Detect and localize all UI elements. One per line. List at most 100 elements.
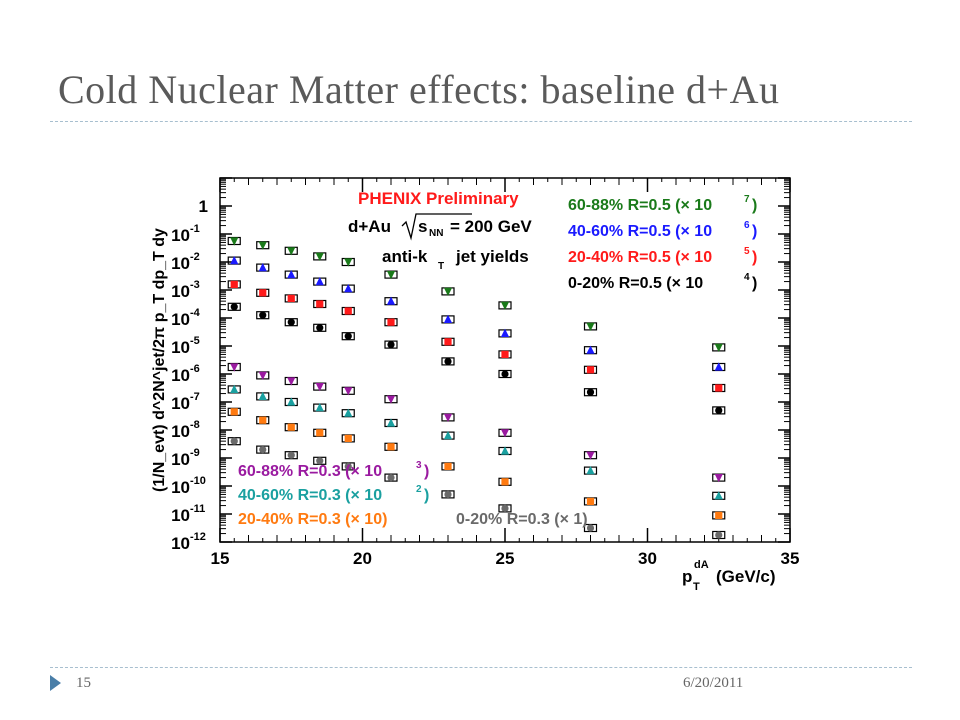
marker-square [344,434,352,442]
slide-title: Cold Nuclear Matter effects: baseline d+… [58,67,780,112]
data-point [384,270,398,280]
marker-triangle-down [230,363,239,372]
data-point [384,395,398,404]
marker-triangle-up [386,418,396,427]
marker-square [586,366,595,374]
marker-circle [715,531,723,539]
legend-close: ) [424,463,429,480]
y-tick-label: 10 -7 [171,391,200,413]
x-label-unit: (GeV/c) [716,567,776,586]
marker-triangle-down [386,271,396,280]
marker-triangle-up [230,384,239,393]
data-point [498,477,512,486]
marker-square [501,478,509,486]
marker-triangle-down [287,247,296,256]
data-point [256,391,270,401]
data-point [341,386,355,396]
y-tick-base: 10 [171,534,190,553]
marker-triangle-up [586,466,595,475]
marker-triangle-down [586,322,595,331]
marker-triangle-down [230,237,239,246]
legend-entry: 20-40% R=0.3 (× 10) [238,511,387,528]
marker-triangle-down [443,287,453,296]
y-tick-exponent: -10 [190,475,206,487]
data-point [284,270,298,279]
legend-power: 7 [744,194,750,205]
x-label-main: p [682,567,692,586]
data-point [227,302,241,311]
y-tick-base: 10 [171,226,190,245]
legend-entry: 20-40% R=0.5 (× 10 5) [568,246,757,266]
data-point [284,423,298,432]
data-point [441,337,455,346]
y-tick-base: 10 [171,422,190,441]
legend-entry: 60-88% R=0.3 (× 10 3) [238,460,429,480]
legend-text: 60-88% R=0.5 (× 10 [568,197,712,214]
y-tick-label: 1 [199,197,208,216]
data-point [712,530,726,540]
marker-triangle-up [500,446,510,455]
data-point [498,504,512,513]
marker-triangle-up [315,277,324,286]
data-point [498,369,512,379]
data-point [583,451,598,460]
sqrt-radical [401,213,472,241]
legend-text: 60-88% R=0.3 (× 10 [238,463,382,480]
data-point [341,434,355,443]
marker-square [230,408,238,416]
marker-circle [715,406,723,414]
data-point [256,416,270,425]
y-tick-exponent: -8 [190,419,200,431]
marker-circle [501,504,509,512]
chart-algo-tail: jet yields [455,247,529,266]
y-tick-label: 10 -12 [171,531,206,553]
marker-triangle-up [315,403,324,412]
data-point [256,288,270,297]
data-point [256,311,270,320]
marker-square [316,429,324,437]
data-point [227,407,241,416]
legend-close: ) [752,249,757,266]
data-point [256,241,270,250]
data-point [498,301,512,310]
data-point [227,236,241,246]
marker-square [501,350,509,358]
data-point [341,306,355,316]
marker-triangle-up [714,362,723,371]
page-number: 15 [76,675,91,691]
marker-square [287,294,295,302]
data-point [384,296,398,306]
data-point [284,246,298,256]
y-tick-label: 10 -1 [171,223,200,245]
data-point [441,287,455,296]
chart-algo-sub: T [438,261,444,272]
marker-square [316,300,324,308]
data-point [712,511,726,520]
data-point [227,362,241,372]
marker-triangle-down [386,395,396,404]
marker-triangle-down [443,413,453,422]
data-point [712,491,726,500]
marker-circle [316,457,324,465]
x-tick-label: 20 [353,549,372,568]
x-tick-label: 25 [496,549,515,568]
y-tick-exponent: -2 [190,251,200,263]
data-point [441,314,455,324]
marker-triangle-up [586,345,595,354]
marker-square [387,318,395,326]
marker-square [715,384,723,392]
footer-divider [50,667,912,668]
legend-close: ) [424,487,429,504]
data-point [583,523,598,533]
data-point [341,332,355,341]
marker-circle [586,388,595,396]
marker-triangle-up [287,270,296,279]
footer-triangle-icon [50,675,61,691]
y-tick-exponent: -1 [190,223,200,235]
x-label-sub: T [693,581,700,593]
legend-entry: 60-88% R=0.5 (× 10 7) [568,194,757,214]
y-tick-exponent: -11 [190,503,205,515]
data-point [227,280,241,289]
data-point [384,318,398,327]
chart-system-label: d+Au [348,217,391,236]
